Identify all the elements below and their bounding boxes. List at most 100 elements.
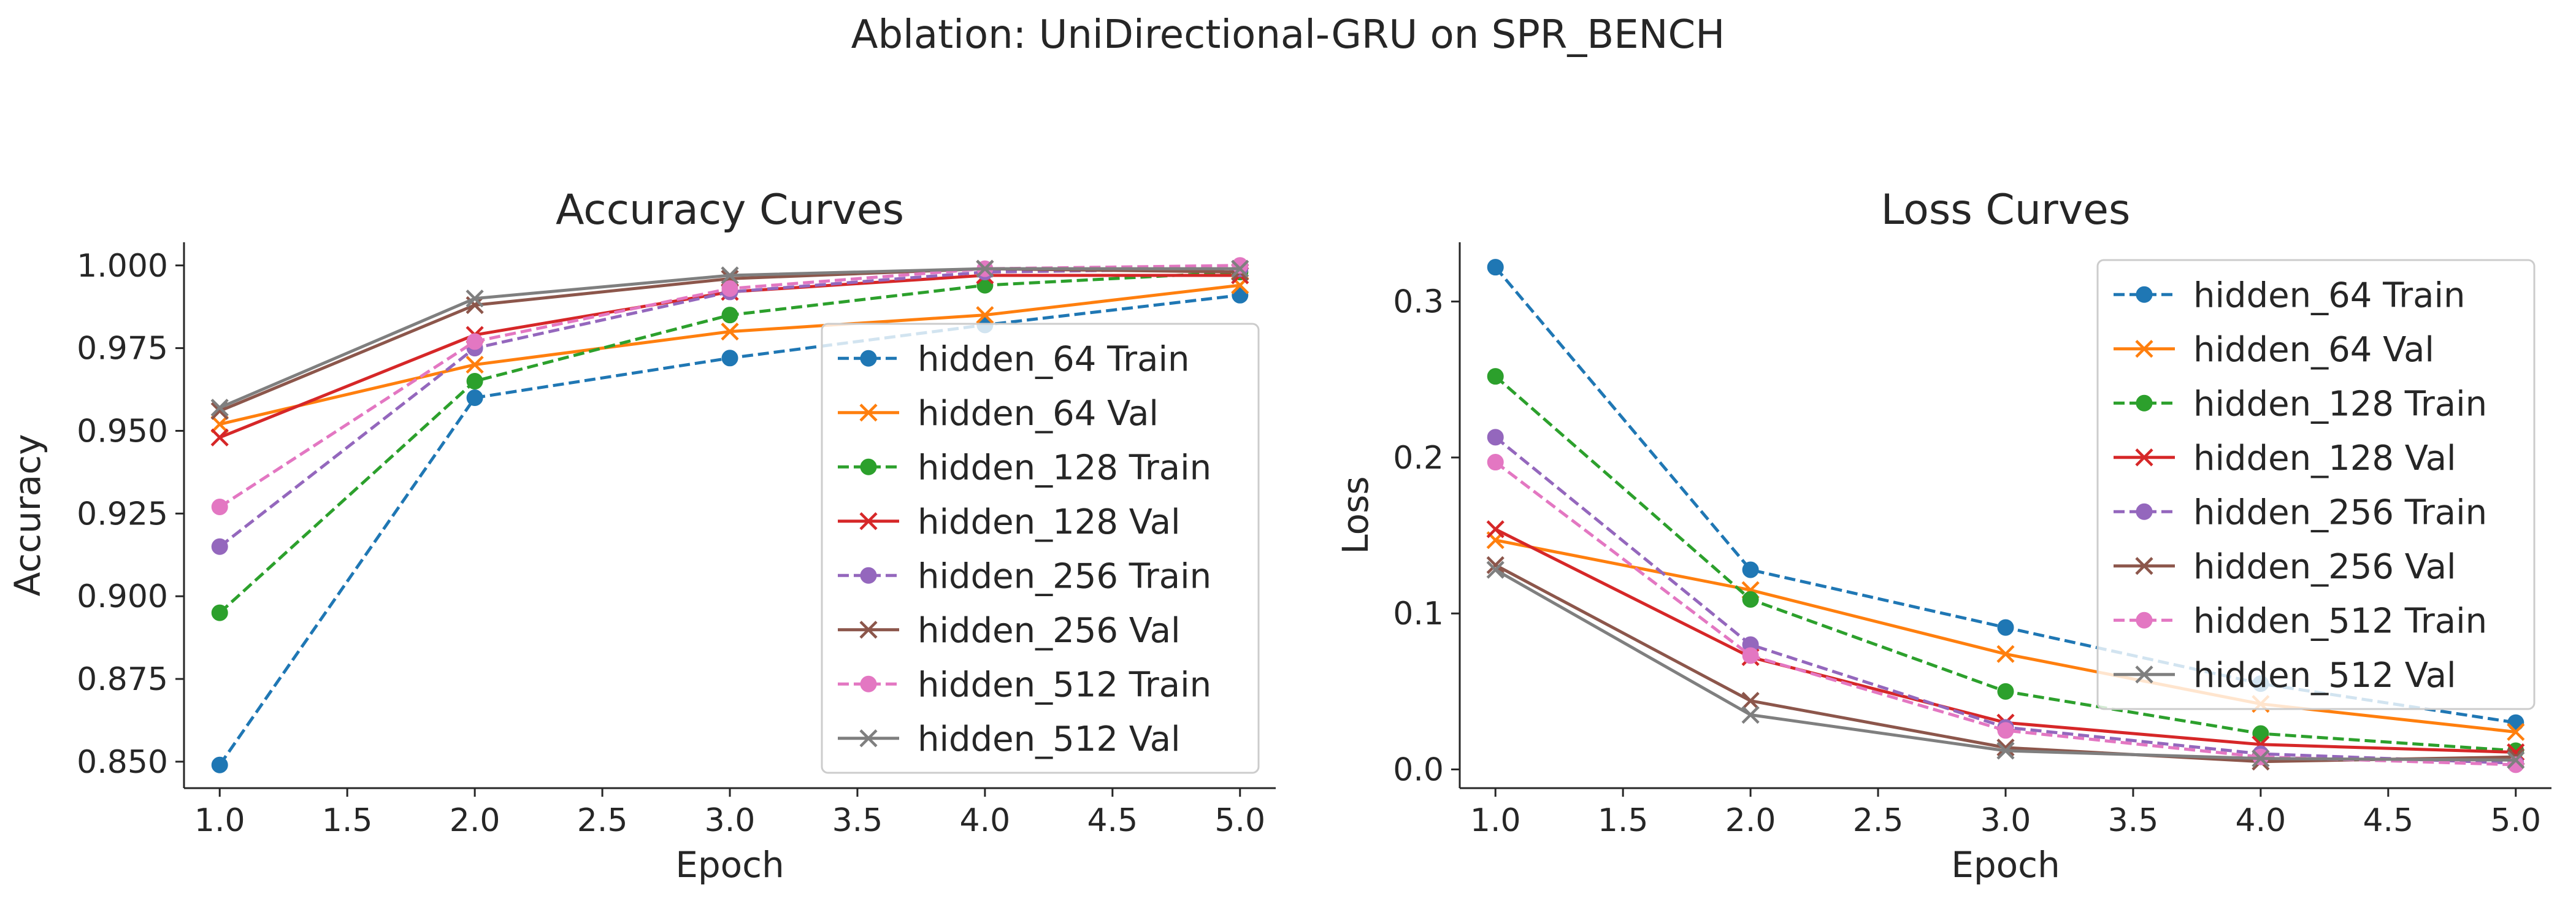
loss-point-hidden-64-train — [1487, 259, 1504, 276]
loss-point-hidden-256-train — [1487, 429, 1504, 446]
accuracy-y-tick-label: 0.925 — [77, 496, 168, 532]
loss-legend-item: hidden_128 Train — [2114, 384, 2487, 424]
loss-point-hidden-512-train — [1997, 722, 2014, 739]
accuracy-point-hidden-512-train — [466, 333, 483, 350]
loss-chart: Loss Curves 1.0 1.5 2.0 2.5 3.0 3.5 4.0 4.5 5.0 0.… — [1335, 186, 2551, 886]
accuracy-legend-label: hidden_64 Train — [918, 339, 1190, 379]
accuracy-point-hidden-64-train — [466, 389, 483, 407]
loss-x-tick-label: 4.0 — [2236, 802, 2287, 839]
loss-legend-item: hidden_128 Val — [2114, 439, 2456, 478]
accuracy-point-hidden-512-train — [211, 499, 228, 516]
accuracy-y-tick-label: 0.875 — [77, 661, 168, 698]
loss-x-axis-label: Epoch — [1951, 844, 2060, 886]
loss-point-hidden-64-val — [1996, 645, 2015, 663]
accuracy-point-hidden-512-val — [466, 289, 484, 308]
accuracy-legend-label: hidden_512 Train — [918, 665, 1211, 705]
accuracy-legend-marker — [859, 512, 878, 531]
loss-legend-label: hidden_64 Train — [2193, 275, 2466, 315]
loss-series-hidden-128-train — [1487, 368, 2524, 759]
accuracy-point-hidden-64-val — [466, 355, 484, 374]
accuracy-point-hidden-64-train — [211, 756, 228, 773]
accuracy-legend-label: hidden_128 Train — [918, 448, 1211, 488]
accuracy-legend-item: hidden_128 Train — [838, 448, 1211, 488]
loss-legend-marker — [2136, 394, 2153, 412]
accuracy-legend-frame — [821, 323, 1260, 774]
loss-legend-label: hidden_128 Val — [2193, 439, 2456, 478]
accuracy-point-hidden-64-val — [210, 415, 229, 434]
loss-y-tick-label: 0.0 — [1393, 751, 1444, 788]
loss-legend-item: hidden_256 Train — [2114, 493, 2487, 532]
loss-x-tick-label: 3.5 — [2108, 802, 2159, 839]
accuracy-x-tick-label: 3.5 — [832, 802, 883, 839]
accuracy-legend-label: hidden_128 Val — [918, 502, 1181, 542]
accuracy-point-hidden-512-val — [1231, 259, 1249, 278]
loss-legend-marker — [2135, 340, 2153, 358]
loss-point-hidden-512-val — [2252, 749, 2270, 768]
loss-x-tick-label: 3.0 — [1980, 802, 2031, 839]
accuracy-x-tick-label: 4.0 — [960, 802, 1011, 839]
accuracy-legend-item: hidden_512 Val — [838, 719, 1181, 759]
accuracy-x-tick-label: 1.5 — [322, 802, 373, 839]
loss-point-hidden-512-val — [1486, 561, 1505, 579]
accuracy-legend-item: hidden_256 Val — [838, 611, 1181, 651]
loss-point-hidden-128-train — [1997, 683, 2014, 700]
loss-y-tick-label: 0.3 — [1393, 284, 1444, 321]
accuracy-legend-marker — [860, 350, 877, 367]
accuracy-legend-item: hidden_64 Train — [838, 339, 1190, 379]
loss-legend-marker — [2136, 503, 2153, 520]
accuracy-legend-label: hidden_256 Train — [918, 556, 1211, 596]
accuracy-point-hidden-512-val — [210, 399, 229, 417]
loss-legend-item: hidden_512 Train — [2114, 601, 2487, 641]
accuracy-legend: hidden_64 Train hidden_64 Val hidden_128 T… — [821, 323, 1260, 774]
loss-x-tick-label: 2.5 — [1853, 802, 1904, 839]
accuracy-y-tick-label: 0.900 — [77, 578, 168, 615]
accuracy-y-axis-label: Accuracy — [7, 434, 48, 597]
accuracy-chart: Accuracy Curves 1.0 1.5 2.0 2.5 3.0 3.5 4.0 4.5 5… — [7, 186, 1276, 886]
loss-chart-title: Loss Curves — [1881, 186, 2131, 234]
accuracy-legend-marker — [859, 404, 878, 422]
loss-legend-label: hidden_128 Train — [2193, 384, 2487, 424]
loss-legend-label: hidden_512 Train — [2193, 601, 2487, 641]
loss-point-hidden-256-val — [1996, 738, 2015, 757]
loss-x-tick-label: 2.0 — [1725, 802, 1776, 839]
loss-legend-marker — [2136, 611, 2153, 629]
loss-series-hidden-512-val — [1486, 561, 2525, 769]
accuracy-point-hidden-128-train — [721, 307, 738, 324]
accuracy-legend-marker — [859, 621, 878, 639]
accuracy-point-hidden-512-val — [976, 259, 994, 278]
accuracy-x-tick-label: 4.5 — [1087, 802, 1138, 839]
accuracy-legend-label: hidden_256 Val — [918, 611, 1181, 651]
loss-legend-item: hidden_256 Val — [2114, 547, 2456, 587]
accuracy-y-tick-label: 0.975 — [77, 331, 168, 367]
loss-legend: hidden_64 Train hidden_64 Val hidden_128 T… — [2096, 259, 2536, 710]
accuracy-legend-item: hidden_512 Train — [838, 665, 1211, 705]
accuracy-y-tick-label: 0.950 — [77, 413, 168, 450]
loss-point-hidden-64-train — [1997, 619, 2014, 636]
accuracy-x-tick-label: 2.5 — [577, 802, 628, 839]
loss-legend-label: hidden_256 Val — [2193, 547, 2456, 587]
loss-legend-item: hidden_64 Val — [2114, 330, 2434, 370]
figure-title: Ablation: UniDirectional-GRU on SPR_BENC… — [851, 12, 1725, 58]
loss-point-hidden-64-train — [1742, 561, 1759, 578]
accuracy-y-tick-label: 0.850 — [77, 744, 168, 781]
loss-point-hidden-512-val — [1741, 705, 1760, 724]
accuracy-point-hidden-512-val — [721, 266, 739, 285]
loss-point-hidden-512-val — [1996, 742, 2015, 760]
accuracy-legend-item: hidden_256 Train — [838, 556, 1211, 596]
loss-legend-frame — [2096, 259, 2536, 710]
loss-y-tick-label: 0.1 — [1393, 596, 1444, 632]
loss-y-tick-label: 0.2 — [1393, 440, 1444, 477]
loss-point-hidden-128-train — [1742, 591, 1759, 608]
loss-point-hidden-64-val — [2507, 723, 2525, 742]
accuracy-point-hidden-128-train — [211, 604, 228, 621]
loss-legend-label: hidden_256 Train — [2193, 493, 2487, 532]
accuracy-point-hidden-128-train — [466, 373, 483, 390]
loss-x-tick-label: 1.0 — [1470, 802, 1521, 839]
loss-y-axis-label: Loss — [1335, 476, 1376, 554]
accuracy-x-tick-label: 1.0 — [194, 802, 245, 839]
loss-point-hidden-128-train — [1487, 368, 1504, 385]
accuracy-legend-item: hidden_128 Val — [838, 502, 1181, 542]
accuracy-point-hidden-512-train — [1232, 257, 1249, 274]
accuracy-y-tick-label: 1.000 — [77, 248, 168, 285]
